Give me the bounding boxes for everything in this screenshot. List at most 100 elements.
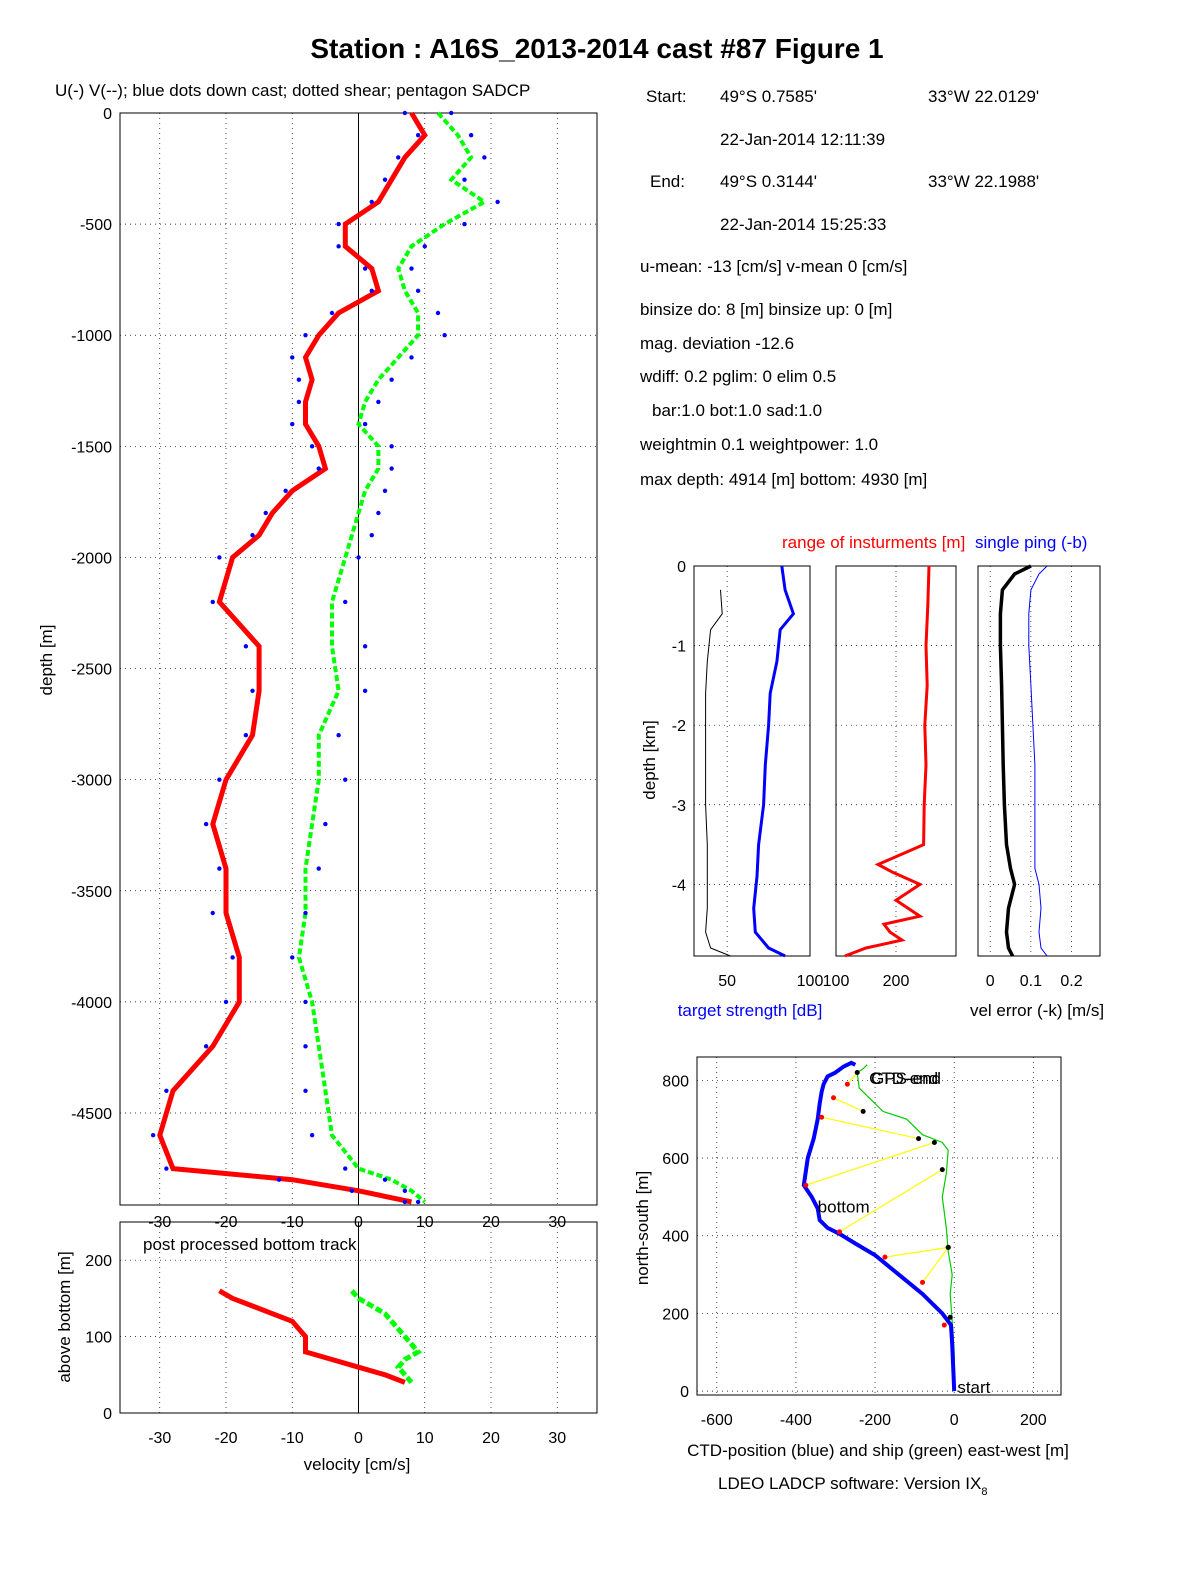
velerr-xtick: 0.2	[1060, 973, 1082, 990]
bottom-track-xtick: 0	[354, 1430, 363, 1447]
software-name: LDEO LADCP software: Version IX	[718, 1474, 981, 1493]
velocity-ytick: -3000	[71, 773, 112, 790]
downcast-v-point	[362, 421, 368, 427]
downcast-v-point	[409, 266, 414, 271]
single-ping-line	[1028, 565, 1048, 957]
position-ytick: 800	[662, 1073, 689, 1090]
velocity-panel	[119, 110, 598, 1206]
velocity-ytick: -2000	[71, 550, 112, 567]
ctd-marker	[831, 1095, 836, 1101]
position-ytick: 0	[680, 1384, 689, 1401]
downcast-v-point	[303, 910, 308, 916]
downcast-v-point	[323, 821, 328, 827]
cast-info: Start: 49°S 0.7585' 33°W 22.0129' 22-Jan…	[639, 87, 1039, 489]
position-ytick: 600	[662, 1151, 689, 1168]
downcast-u-point	[276, 1177, 282, 1182]
range-xtick: 200	[883, 973, 910, 990]
ts-xtick: 50	[718, 973, 736, 990]
binsize-text: binsize do: 8 [m] binsize up: 0 [m]	[640, 300, 892, 319]
start-lon: 33°W 22.0129'	[928, 87, 1039, 106]
wdiff-text: wdiff: 0.2 pglim: 0 elim 0.5	[639, 367, 836, 386]
downcast-v-point	[389, 466, 394, 471]
downcast-v-point	[462, 177, 467, 182]
range-panel	[835, 565, 957, 958]
downcast-v-point	[402, 1188, 408, 1193]
downcast-u-point	[329, 310, 335, 316]
weightmin-text: weightmin 0.1 weightpower: 1.0	[639, 435, 878, 454]
ship-marker	[931, 1139, 937, 1145]
velocity-ytick: -3500	[71, 884, 112, 901]
downcast-v-point	[376, 399, 381, 405]
downcast-u-point	[230, 955, 235, 960]
ts-noise-line	[705, 589, 731, 957]
downcast-u-point	[250, 688, 255, 693]
downcast-v-point	[389, 377, 394, 382]
end-time: 22-Jan-2014 15:25:33	[720, 215, 886, 234]
downcast-u-point	[243, 644, 249, 649]
position-link	[821, 1116, 919, 1140]
target-strength-xlabel: target strength [dB]	[678, 1001, 823, 1020]
depth-km-ylabel: depth [km]	[640, 720, 659, 799]
downcast-v-point	[382, 488, 388, 493]
downcast-u-point	[210, 599, 215, 605]
start-time: 22-Jan-2014 12:11:39	[720, 130, 885, 149]
series-u-line	[157, 111, 428, 1205]
position-xlabel: CTD-position (blue) and ship (green) eas…	[687, 1441, 1069, 1460]
downcast-u-point	[369, 199, 374, 205]
ctd-track-line	[801, 1060, 957, 1392]
downcast-u-point	[296, 399, 302, 405]
velerr-xtick: 0.1	[1020, 973, 1042, 990]
downcast-v-point	[309, 1133, 315, 1138]
ts-line	[752, 565, 796, 958]
ctd-marker	[836, 1229, 842, 1235]
downcast-v-point	[389, 444, 394, 449]
downcast-v-point	[290, 955, 295, 960]
position-link	[884, 1246, 949, 1258]
downcast-v-point	[303, 999, 308, 1005]
downcast-v-point	[369, 533, 374, 538]
downcast-v-point	[376, 510, 381, 516]
downcast-v-point	[362, 644, 368, 649]
position-panel-frame	[696, 1056, 1062, 1396]
downcast-v-point	[343, 599, 348, 605]
bottom-track-xtick: -10	[281, 1430, 304, 1447]
bottom-track-xtick: -20	[214, 1430, 237, 1447]
downcast-u-point	[316, 466, 321, 471]
downcast-v-point	[409, 355, 414, 360]
downcast-u-point	[203, 821, 209, 827]
downcast-u-point	[283, 488, 288, 493]
downcast-u-point	[243, 733, 249, 738]
position-ytick: 400	[662, 1229, 689, 1246]
downcast-v-point	[415, 1199, 421, 1205]
bottom-label: bottom	[818, 1197, 870, 1216]
downcast-v-point	[435, 310, 441, 316]
bottom-track-ytick: 0	[103, 1406, 112, 1423]
position-ylabel: north-south [m]	[633, 1171, 652, 1285]
ctd-marker	[819, 1114, 825, 1120]
bottom-track-panel	[119, 1221, 598, 1414]
velocity-ytick: -500	[80, 217, 112, 234]
ctd-marker	[941, 1322, 947, 1328]
ship-marker	[854, 1070, 860, 1076]
bottom-track-xtick: 20	[482, 1430, 500, 1447]
ts-ytick: -1	[672, 639, 686, 656]
bottom-track-ytick: 200	[85, 1253, 112, 1270]
downcast-u-point	[164, 1088, 169, 1093]
vel-error-xlabel: vel error (-k) [m/s]	[970, 1001, 1104, 1020]
velocity-ytick: -4500	[71, 1106, 112, 1123]
downcast-v-point	[468, 133, 474, 138]
position-link	[833, 1097, 864, 1112]
bottom-track-ylabel: above bottom [m]	[55, 1251, 74, 1382]
downcast-u-point	[396, 155, 401, 160]
downcast-u-point	[203, 1044, 209, 1049]
downcast-v-point	[303, 1044, 308, 1049]
downcast-v-point	[442, 333, 447, 338]
velocity-xlabel: velocity [cm/s]	[304, 1455, 411, 1474]
ship-marker	[945, 1244, 951, 1250]
means-text: u-mean: -13 [cm/s] v-mean 0 [cm/s]	[640, 257, 907, 276]
downcast-v-point	[336, 733, 341, 738]
downcast-u-point	[382, 177, 388, 182]
series-v-line	[296, 111, 489, 1204]
downcast-u-point	[402, 110, 408, 116]
